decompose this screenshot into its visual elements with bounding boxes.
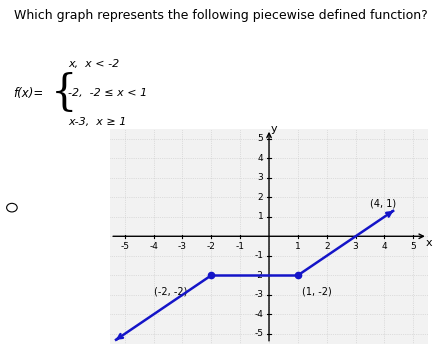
Text: -2,  -2 ≤ x < 1: -2, -2 ≤ x < 1 — [68, 88, 148, 98]
Text: Which graph represents the following piecewise defined function?: Which graph represents the following pie… — [14, 9, 427, 22]
Text: -1: -1 — [254, 251, 263, 260]
Text: (4, 1): (4, 1) — [370, 199, 396, 209]
Text: -2: -2 — [254, 271, 263, 280]
Text: (-2, -2): (-2, -2) — [153, 286, 187, 296]
Text: 4: 4 — [258, 154, 263, 163]
Text: -1: -1 — [235, 242, 245, 251]
Text: f(x)=: f(x)= — [13, 87, 44, 100]
Text: 3: 3 — [353, 242, 359, 251]
Text: 4: 4 — [381, 242, 387, 251]
Text: 5: 5 — [258, 134, 263, 143]
Text: 2: 2 — [258, 193, 263, 202]
Text: 5: 5 — [411, 242, 416, 251]
Text: -4: -4 — [254, 310, 263, 319]
Text: (1, -2): (1, -2) — [302, 286, 332, 296]
Text: y: y — [271, 124, 277, 134]
Text: 1: 1 — [295, 242, 301, 251]
Text: 1: 1 — [258, 212, 263, 221]
Text: -5: -5 — [254, 329, 263, 338]
Text: -5: -5 — [120, 242, 129, 251]
Text: -3: -3 — [178, 242, 187, 251]
Text: {: { — [51, 72, 77, 114]
Text: -3: -3 — [254, 290, 263, 299]
Text: x-3,  x ≥ 1: x-3, x ≥ 1 — [68, 117, 127, 127]
Text: x,  x < -2: x, x < -2 — [68, 59, 120, 69]
Text: -4: -4 — [149, 242, 158, 251]
Text: -2: -2 — [207, 242, 216, 251]
Text: 2: 2 — [324, 242, 329, 251]
Text: x: x — [426, 238, 433, 248]
Text: 3: 3 — [258, 173, 263, 182]
